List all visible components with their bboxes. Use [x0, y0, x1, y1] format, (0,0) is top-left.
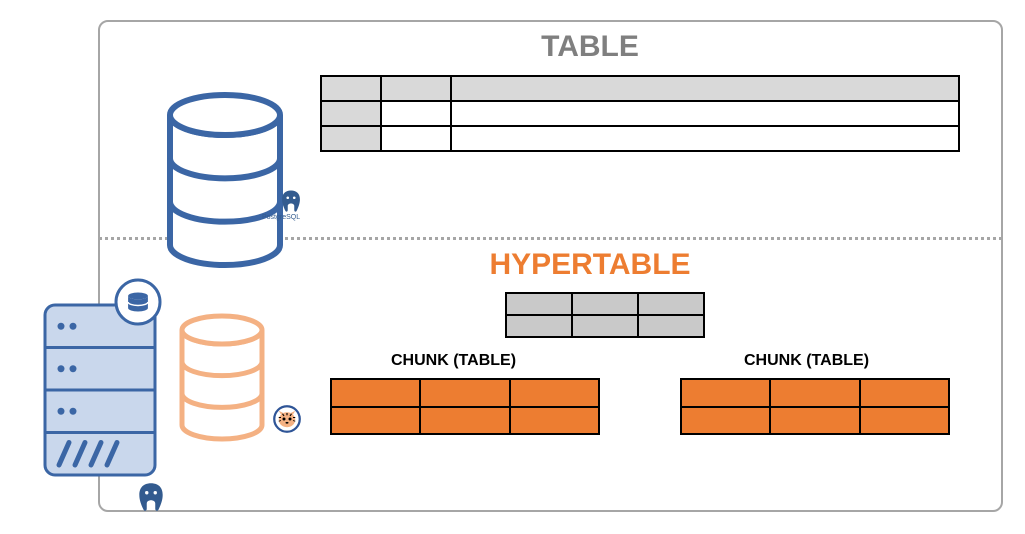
table-cell [321, 126, 381, 151]
table-cell [321, 76, 381, 101]
table-cell [420, 407, 509, 435]
table-cell [331, 407, 420, 435]
table-cell [572, 315, 638, 337]
table-cell [381, 76, 451, 101]
table-cell [860, 379, 949, 407]
table-cell [381, 126, 451, 151]
chunk-label: CHUNK (TABLE) [391, 352, 516, 370]
table-cell [681, 379, 770, 407]
hypertable-mini-grid [505, 292, 705, 338]
table-cell [681, 407, 770, 435]
table-cell [331, 379, 420, 407]
database-cylinder-orange [177, 311, 267, 444]
hypertable-title: HYPERTABLE [310, 248, 870, 282]
chunk-table [680, 378, 950, 435]
chunk-label: CHUNK (TABLE) [744, 352, 869, 370]
table-cell [510, 407, 599, 435]
table-cell [381, 101, 451, 126]
table-cell [770, 407, 859, 435]
table-cell [451, 76, 959, 101]
database-cylinder-main [164, 89, 286, 271]
table-cell [860, 407, 949, 435]
table-cell [510, 379, 599, 407]
chunk-table [330, 378, 600, 435]
table-cell [420, 379, 509, 407]
table-cell [638, 293, 704, 315]
table-cell [638, 315, 704, 337]
diagram-canvas: TABLE PostgreSQL HYPERTABLE CHUNK (TABLE… [0, 0, 1025, 534]
table-cell [451, 101, 959, 126]
table-cell [572, 293, 638, 315]
timescale-icon [272, 404, 302, 434]
postgres-label: PostgreSQL [262, 214, 300, 221]
regular-table-grid [320, 75, 960, 152]
table-cell [506, 293, 572, 315]
postgres-icon [278, 188, 304, 214]
postgres-icon [134, 480, 168, 514]
table-title: TABLE [310, 30, 870, 64]
table-cell [321, 101, 381, 126]
table-cell [770, 379, 859, 407]
table-cell [506, 315, 572, 337]
server-icon [15, 275, 185, 505]
table-cell [451, 126, 959, 151]
